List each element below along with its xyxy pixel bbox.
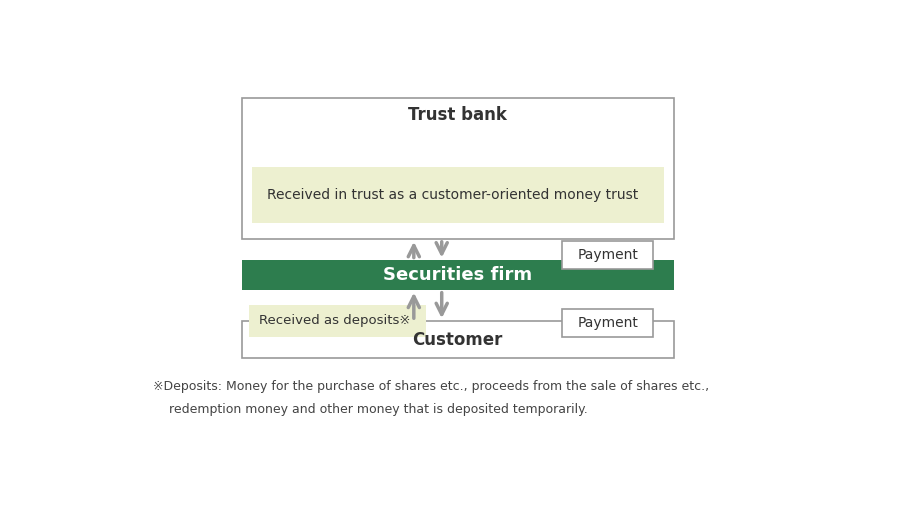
Text: redemption money and other money that is deposited temporarily.: redemption money and other money that is…	[153, 403, 588, 416]
Text: Received as deposits※: Received as deposits※	[259, 314, 410, 327]
Text: Received in trust as a customer-oriented money trust: Received in trust as a customer-oriented…	[267, 188, 639, 202]
Text: Payment: Payment	[577, 315, 638, 330]
Bar	[562, 308, 653, 337]
Text: Payment: Payment	[577, 248, 638, 262]
Text: Trust bank: Trust bank	[409, 106, 508, 123]
Text: Securities firm: Securities firm	[383, 266, 532, 284]
Text: Customer: Customer	[412, 331, 503, 348]
Bar	[252, 167, 663, 224]
Bar	[241, 321, 674, 358]
Bar	[562, 241, 653, 269]
Bar	[241, 98, 674, 239]
Bar	[248, 305, 427, 337]
Text: ※Deposits: Money for the purchase of shares etc., proceeds from the sale of shar: ※Deposits: Money for the purchase of sha…	[153, 380, 709, 393]
Bar	[241, 261, 674, 290]
